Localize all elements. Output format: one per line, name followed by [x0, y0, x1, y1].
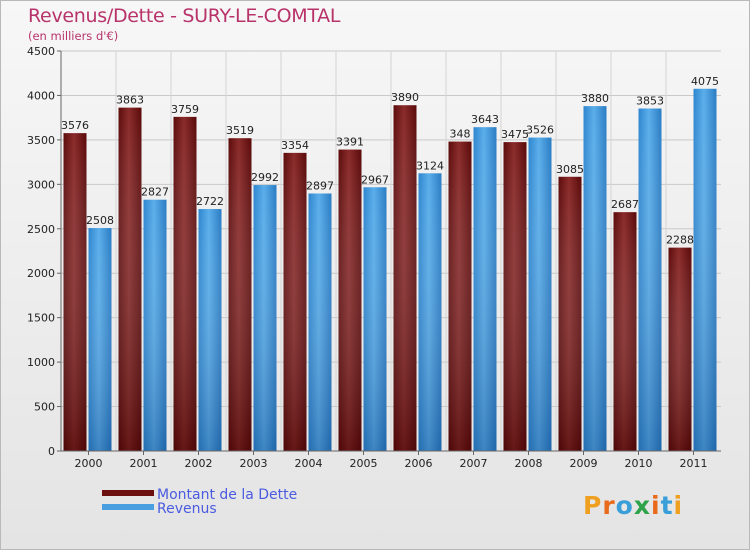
- bar-revenue-shade: [528, 137, 552, 452]
- x-tick-label: 2004: [295, 457, 323, 470]
- logo-letter: o: [615, 491, 634, 520]
- y-tick-label: 3000: [27, 178, 55, 191]
- logo-letter: x: [633, 491, 651, 520]
- x-tick-label: 2003: [240, 457, 268, 470]
- data-label: 3853: [636, 95, 664, 108]
- bar-debt-shade: [228, 138, 252, 451]
- y-tick-label: 1500: [27, 312, 55, 325]
- bar-debt-shade: [338, 149, 362, 452]
- data-label: 3354: [281, 139, 309, 152]
- legend-label-debt: Montant de la Dette: [157, 487, 298, 503]
- bar-revenue-shade: [638, 108, 662, 451]
- data-label: 3475: [501, 128, 529, 141]
- legend-label-revenue: Revenus: [157, 501, 217, 517]
- data-label: 3880: [581, 92, 609, 105]
- data-label: 3085: [556, 163, 584, 176]
- bar-debt-shade: [173, 116, 197, 451]
- y-tick-label: 1000: [27, 356, 55, 369]
- bar-debt-shade: [558, 176, 582, 451]
- grid-lines: [61, 50, 721, 452]
- bar-debt-shade: [393, 105, 417, 451]
- legend-swatch-revenue: [102, 504, 154, 510]
- bars: 3576 2508 3863 2827 3759 2722 3519 2992 3354 2897…: [61, 75, 719, 452]
- bar-debt-shade: [613, 212, 637, 451]
- data-label: 3576: [61, 119, 89, 132]
- bar-debt-shade: [63, 133, 87, 451]
- legend-swatch-debt: [102, 490, 154, 496]
- logo-letter: P: [583, 491, 603, 520]
- bar-revenue-shade: [308, 193, 332, 451]
- data-label: 2508: [86, 214, 114, 227]
- data-label: 2897: [306, 179, 334, 192]
- y-tick-label: 2500: [27, 223, 55, 236]
- y-tick-label: 4500: [27, 45, 55, 58]
- logo-letter: i: [651, 491, 661, 520]
- data-label: 3519: [226, 124, 254, 137]
- proxiti-logo: Proxiti: [583, 491, 683, 520]
- data-label: 2967: [361, 173, 389, 186]
- data-label: 4075: [691, 75, 719, 88]
- bar-debt-shade: [283, 152, 307, 451]
- data-label: 3643: [471, 113, 499, 126]
- data-label: 2827: [141, 186, 169, 199]
- bar-debt-shade: [448, 141, 472, 452]
- x-tick-label: 2002: [185, 457, 213, 470]
- bar-revenue-shade: [583, 106, 607, 451]
- data-label: 3759: [171, 103, 199, 116]
- x-tick-label: 2009: [570, 457, 598, 470]
- data-label: 348: [450, 128, 471, 141]
- legend-item-revenue: Revenus: [102, 501, 217, 517]
- data-label: 3391: [336, 136, 364, 149]
- legend-item-debt: Montant de la Dette: [102, 487, 297, 503]
- logo-letter: t: [660, 491, 674, 520]
- data-label: 3124: [416, 159, 444, 172]
- bar-revenue-shade: [693, 88, 717, 452]
- x-tick-label: 2007: [460, 457, 488, 470]
- logo-letter: r: [602, 491, 616, 520]
- bar-debt-shade: [118, 107, 142, 451]
- y-tick-label: 0: [48, 445, 55, 458]
- data-label: 3863: [116, 94, 144, 107]
- bar-revenue-shade: [198, 209, 222, 451]
- x-tick-label: 2011: [680, 457, 708, 470]
- bar-revenue-shade: [143, 199, 167, 451]
- bar-debt-shade: [668, 247, 692, 451]
- bar-revenue-shade: [418, 173, 442, 452]
- bar-revenue-shade: [473, 127, 497, 451]
- y-tick-label: 2000: [27, 267, 55, 280]
- x-tick-label: 2001: [130, 457, 158, 470]
- logo-letter: i: [673, 491, 684, 520]
- bar-debt-shade: [503, 142, 527, 451]
- chart-subtitle: (en milliers d'€): [28, 29, 119, 43]
- bar-revenue-shade: [253, 185, 277, 452]
- data-label: 3526: [526, 124, 554, 137]
- bar-revenue-shade: [363, 187, 387, 451]
- data-label: 3890: [391, 91, 419, 104]
- data-label: 2687: [611, 198, 639, 211]
- data-label: 2288: [666, 234, 694, 247]
- y-tick-label: 3500: [27, 134, 55, 147]
- bar-revenue-shade: [88, 228, 112, 451]
- data-label: 2722: [196, 195, 224, 208]
- y-tick-label: 4000: [27, 89, 55, 102]
- y-tick-label: 500: [34, 401, 55, 414]
- x-tick-label: 2006: [405, 457, 433, 470]
- x-axis: 2000 2001 2002 2003 2004 2005 2006 2007 2008 2009…: [61, 450, 721, 470]
- x-tick-label: 2010: [625, 457, 653, 470]
- y-axis: 0 500 1000 1500 2000 2500 3000 3500 4000 4500: [27, 45, 62, 458]
- x-tick-label: 2005: [350, 457, 378, 470]
- chart-title: Revenus/Dette - SURY-LE-COMTAL: [28, 5, 341, 27]
- x-tick-label: 2000: [75, 457, 103, 470]
- data-label: 2992: [251, 171, 279, 184]
- x-tick-label: 2008: [515, 457, 543, 470]
